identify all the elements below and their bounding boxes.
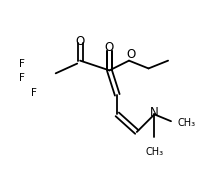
Text: CH₃: CH₃: [145, 147, 163, 157]
Text: F: F: [19, 73, 24, 83]
Text: F: F: [31, 88, 37, 98]
Text: N: N: [150, 106, 159, 119]
Text: O: O: [126, 48, 136, 61]
Text: O: O: [105, 41, 114, 54]
Text: CH₃: CH₃: [178, 118, 196, 128]
Text: O: O: [75, 35, 85, 48]
Text: F: F: [19, 59, 24, 69]
